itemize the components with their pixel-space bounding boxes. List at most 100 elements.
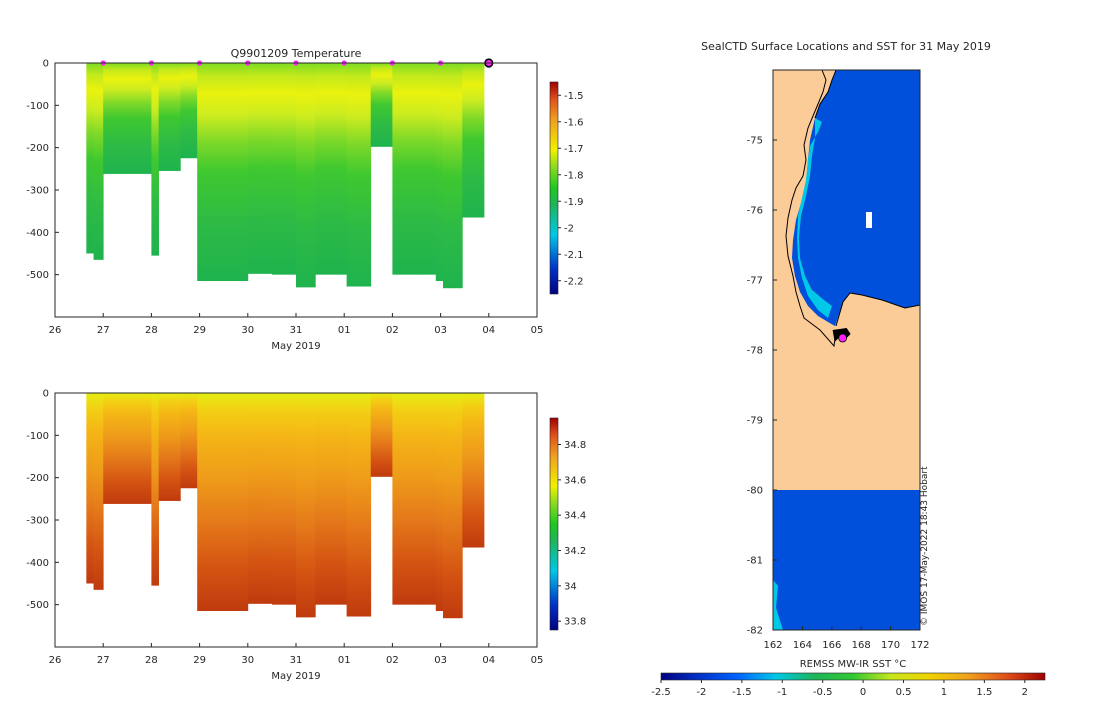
profile-cell: [197, 393, 225, 612]
map-title: SealCTD Surface Locations and SST for 31…: [701, 40, 991, 53]
map-x-tick-label: 168: [852, 640, 871, 651]
profile-cell: [86, 63, 94, 254]
profile-cell: [416, 63, 437, 275]
salinity-x-ticks: 26 27 28 29 30 31 01 02 03 04 05: [49, 643, 544, 666]
sst-colorbar-tick-label: 0.5: [896, 687, 912, 698]
profile-cell: [443, 393, 463, 619]
sst-colorbar-label: REMSS MW-IR SST °C: [800, 659, 907, 670]
map-x-tick-label: 166: [822, 640, 841, 651]
sst-colorbar-tick-label: 0: [860, 687, 866, 698]
x-tick-label: 28: [145, 655, 158, 666]
y-tick-label: -500: [26, 600, 49, 611]
temperature-y-ticks: 0 -100 -200 -300 -400 -500: [26, 59, 59, 281]
map-sea-ross: [792, 70, 920, 326]
map-coastal-ice-south: [773, 580, 783, 630]
salinity-y-ticks: 0 -100 -200 -300 -400 -500: [26, 389, 59, 611]
temperature-profiles: [86, 63, 485, 289]
y-tick-label: -400: [26, 228, 49, 239]
temperature-colorbar-ticks: -1.5 -1.6 -1.7 -1.8 -1.9 -2 -2.1 -2.2: [558, 91, 584, 287]
x-tick-label: 01: [338, 325, 351, 336]
profile-cell: [435, 63, 444, 282]
profile-cell: [315, 393, 340, 605]
seal-locations: [832, 328, 851, 343]
x-tick-label: 05: [531, 325, 544, 336]
profile-cell: [103, 63, 131, 174]
map-sea-south: [773, 490, 920, 630]
x-tick-label: 03: [434, 325, 447, 336]
profile-cell: [247, 63, 268, 274]
profile-cell: [267, 63, 273, 274]
y-tick-label: -200: [26, 143, 49, 154]
y-tick-label: -400: [26, 558, 49, 569]
profile-cell: [392, 393, 417, 605]
x-tick-label: 26: [49, 325, 62, 336]
colorbar-tick-label: 34: [564, 581, 577, 592]
sst-colorbar: [660, 672, 1046, 681]
profile-cell: [370, 63, 393, 147]
sst-colorbar-tick-label: -0.5: [813, 687, 833, 698]
seal-location-marker: [838, 333, 848, 343]
x-tick-label: 30: [241, 325, 254, 336]
profile-cell: [339, 63, 348, 275]
profile-cell: [93, 393, 104, 590]
salinity-xlabel: May 2019: [271, 671, 320, 682]
sst-colorbar-tick-label: -1.5: [732, 687, 752, 698]
profile-cell: [296, 393, 316, 618]
map-y-ticks: -75 -76 -77 -78 -79 -80 -81 -82: [747, 136, 777, 637]
y-tick-label: 0: [43, 59, 49, 70]
colorbar-tick-label: 34.2: [564, 546, 586, 557]
profile-cell: [339, 393, 348, 605]
x-tick-label: 31: [290, 655, 303, 666]
map-y-tick-label: -78: [747, 346, 763, 357]
profile-cell: [151, 63, 160, 256]
x-tick-label: 01: [338, 655, 351, 666]
map-x-tick-label: 162: [763, 640, 782, 651]
profile-cell: [296, 63, 316, 288]
map-y-tick-label: -76: [747, 206, 763, 217]
y-tick-label: -300: [26, 186, 49, 197]
map-x-tick-label: 164: [793, 640, 812, 651]
map-x-tick-label: 172: [910, 640, 929, 651]
profile-cell: [93, 63, 104, 260]
x-tick-label: 03: [434, 655, 447, 666]
salinity-colorbar: [549, 417, 559, 631]
y-tick-label: -200: [26, 473, 49, 484]
map-panel: SealCTD Surface Locations and SST for 31…: [651, 40, 1046, 698]
profile-cell: [271, 393, 290, 605]
x-tick-label: 27: [97, 655, 110, 666]
temperature-panel: Q9901209 Temperature 26 27 28 29 30 31 01 02 03 0…: [26, 47, 583, 352]
profile-cell: [443, 63, 463, 289]
profile-cell: [267, 393, 273, 604]
x-tick-label: 27: [97, 325, 110, 336]
profile-cell: [151, 393, 160, 586]
profile-cell: [462, 63, 485, 218]
temperature-colorbar: [549, 81, 559, 295]
colorbar-tick-label: -2.1: [564, 250, 584, 261]
x-tick-label: 31: [290, 325, 303, 336]
colorbar-tick-label: 33.8: [564, 617, 586, 628]
profile-cell: [435, 393, 444, 612]
x-tick-label: 05: [531, 655, 544, 666]
profile-cell: [223, 63, 249, 282]
x-tick-label: 29: [193, 655, 206, 666]
map-y-tick-label: -81: [747, 556, 763, 567]
salinity-profiles: [86, 393, 485, 619]
profile-cell: [103, 393, 131, 504]
map-y-tick-label: -80: [747, 486, 763, 497]
map-ice-patch: [866, 212, 872, 228]
profile-cell: [288, 393, 297, 605]
colorbar-tick-label: -1.9: [564, 197, 584, 208]
salinity-colorbar-ticks: 34.8 34.6 34.4 34.2 34 33.8: [558, 440, 586, 628]
colorbar-tick-label: 34.8: [564, 440, 586, 451]
x-tick-label: 02: [386, 325, 399, 336]
map-y-tick-label: -75: [747, 136, 763, 147]
sst-colorbar-tick-label: 2: [1022, 687, 1028, 698]
colorbar-tick-label: 34.4: [564, 511, 586, 522]
map-x-ticks: 162 164 166 168 170 172: [763, 626, 930, 651]
sst-colorbar-tick-label: -1: [777, 687, 787, 698]
temperature-title: Q9901209 Temperature: [231, 47, 362, 60]
y-tick-label: -500: [26, 270, 49, 281]
map-y-tick-label: -79: [747, 416, 763, 427]
map-y-tick-label: -77: [747, 276, 763, 287]
